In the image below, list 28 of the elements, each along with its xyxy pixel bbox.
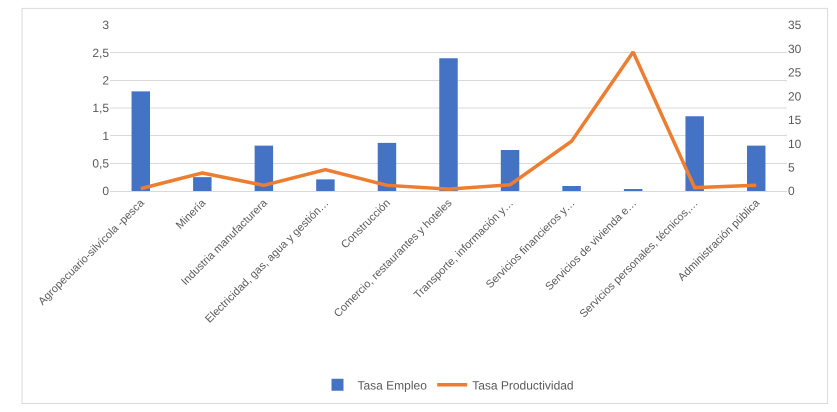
y2-tick-label: 30	[788, 42, 802, 56]
y2-tick-label: 35	[788, 18, 802, 32]
legend-label: Tasa Productividad	[472, 378, 574, 392]
y-tick-label: 3	[102, 18, 110, 32]
bar	[500, 150, 520, 191]
y-tick-label: 0,5	[92, 156, 110, 171]
y2-tick-label: 10	[788, 136, 802, 151]
y-tick-label: 2	[102, 74, 110, 88]
bar	[562, 186, 581, 191]
bar	[316, 179, 335, 191]
bar	[254, 146, 274, 191]
legend-label: Tasa Empleo	[358, 378, 428, 392]
bar	[378, 142, 396, 191]
bar	[685, 116, 704, 191]
bar	[193, 177, 212, 191]
y-tick-label: 1	[102, 128, 110, 143]
y2-tick-label: 0	[788, 184, 795, 198]
bar	[132, 91, 150, 191]
bar	[747, 146, 766, 191]
y2-tick-label: 20	[788, 89, 802, 104]
y2-tick-label: 15	[788, 113, 802, 128]
y2-tick-label: 25	[788, 66, 802, 80]
bar	[439, 58, 458, 191]
y-tick-label: 1,5	[92, 101, 110, 116]
line-series	[139, 50, 758, 191]
y2-tick-label: 5	[788, 160, 795, 174]
y-tick-label: 2,5	[92, 46, 110, 60]
y-tick-label: 0	[102, 184, 110, 198]
